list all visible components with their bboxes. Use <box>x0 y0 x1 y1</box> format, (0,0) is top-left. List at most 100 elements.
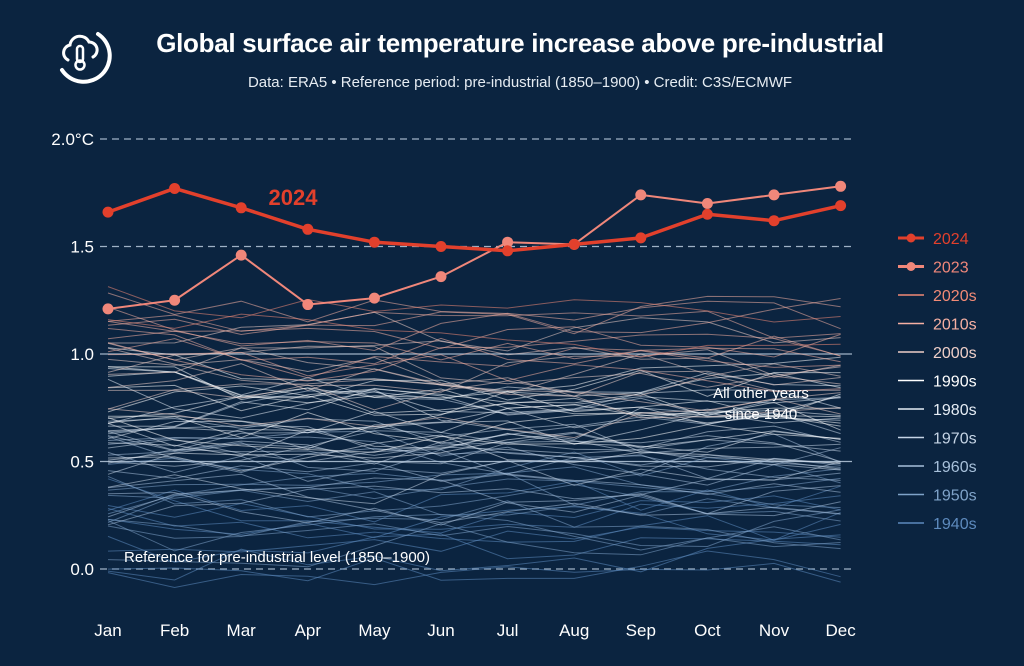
other-year-line <box>107 495 841 530</box>
x-tick-label: May <box>358 621 391 640</box>
other-year-line <box>107 387 841 427</box>
other-year-line <box>107 292 841 334</box>
other-year-line <box>107 477 841 518</box>
point-2023-Sep <box>635 189 647 201</box>
other-year-line <box>107 417 841 453</box>
other-year-line <box>107 435 841 475</box>
point-2024-May <box>368 236 380 248</box>
point-2023-Jul <box>502 236 514 248</box>
cloud-thermometer-icon <box>60 32 112 84</box>
other-year-line <box>107 320 841 358</box>
legend-marker-2024 <box>906 233 916 243</box>
point-2024-Apr <box>302 223 314 235</box>
other-years-label-line1: All other years <box>713 385 809 402</box>
other-year-line <box>107 462 841 496</box>
other-year-line <box>107 425 841 465</box>
point-2024-Mar <box>235 202 247 214</box>
other-year-line <box>107 366 841 417</box>
other-year-line <box>107 387 841 427</box>
x-tick-label: Apr <box>295 621 322 640</box>
legend-label-2023: 2023 <box>933 260 969 277</box>
other-year-line <box>107 473 841 524</box>
y-axis-ticks: 2.0°C 1.5 1.0 0.5 0.0 <box>51 130 94 579</box>
other-year-line <box>107 478 841 534</box>
legend-label-2020s: 2020s <box>933 288 977 305</box>
other-year-line <box>107 526 841 553</box>
other-year-line <box>107 489 841 516</box>
series-line-2023 <box>107 185 841 310</box>
y-tick-label: 0.5 <box>70 453 94 472</box>
point-2023-Nov <box>768 189 780 201</box>
point-2024-Dec <box>835 200 847 212</box>
point-2023-Oct <box>701 198 713 209</box>
other-year-line <box>107 550 841 582</box>
x-tick-label: Jun <box>427 621 454 640</box>
point-2023-Jun <box>435 271 447 283</box>
y-tick-label: 0.0 <box>70 560 94 579</box>
x-tick-label: Dec <box>825 621 856 640</box>
x-tick-label: Feb <box>160 621 189 640</box>
other-year-line <box>107 351 841 393</box>
other-year-line <box>107 460 841 505</box>
legend-label-1940s: 1940s <box>933 516 977 533</box>
legend-label-1970s: 1970s <box>933 431 977 448</box>
chart-title: Global surface air temperature increase … <box>156 28 884 58</box>
other-year-line <box>107 396 841 440</box>
series-line-2024 <box>107 186 841 253</box>
point-2023-Jan <box>102 303 114 315</box>
point-2023-Dec <box>835 180 847 192</box>
other-year-line <box>107 451 841 482</box>
legend: 2024 2023 2020s 2010s 2000s 1990s 1980s 1970s 19… <box>898 231 977 533</box>
legend-label-1950s: 1950s <box>933 488 977 505</box>
x-axis-ticks: Jan Feb Mar Apr May Jun Jul Aug Sep Oct Nov Dec <box>94 621 856 640</box>
other-years-lines <box>107 286 841 589</box>
other-year-line <box>107 353 841 394</box>
chart-subtitle: Data: ERA5 • Reference period: pre-indus… <box>247 74 793 91</box>
x-tick-label: Jan <box>94 621 121 640</box>
other-year-line <box>107 466 841 492</box>
point-2023-May <box>368 292 380 304</box>
x-tick-label: Jul <box>497 621 519 640</box>
point-2023-Feb <box>169 294 181 306</box>
other-year-line <box>107 425 841 455</box>
x-tick-label: Mar <box>227 621 257 640</box>
point-2024-Jan <box>102 206 114 218</box>
other-year-line <box>107 534 841 581</box>
other-year-line <box>107 333 841 382</box>
legend-label-2000s: 2000s <box>933 345 977 362</box>
other-year-line <box>107 380 841 415</box>
other-year-line <box>107 507 841 543</box>
x-tick-label: Oct <box>694 621 721 640</box>
x-tick-label: Nov <box>759 621 790 640</box>
legend-label-1990s: 1990s <box>933 374 977 391</box>
other-year-line <box>107 434 841 472</box>
other-year-line <box>107 371 841 404</box>
legend-label-2010s: 2010s <box>933 317 977 334</box>
other-year-line <box>107 338 841 379</box>
other-year-line <box>107 429 841 457</box>
point-2024-Nov <box>768 215 780 227</box>
y-tick-label: 2.0°C <box>51 130 94 149</box>
point-2024-Aug <box>568 238 580 250</box>
other-year-line <box>107 311 841 352</box>
label-2024: 2024 <box>269 185 319 210</box>
point-2024-Oct <box>701 208 713 220</box>
x-tick-label: Aug <box>559 621 589 640</box>
reference-label: Reference for pre-industrial level (1850… <box>124 549 430 566</box>
other-year-line <box>107 562 841 589</box>
y-tick-label: 1.0 <box>70 345 94 364</box>
point-2023-Mar <box>235 249 247 261</box>
other-year-line <box>107 385 841 424</box>
point-2024-Jun <box>435 241 447 252</box>
other-year-line <box>107 408 841 450</box>
other-year-line <box>107 430 841 471</box>
legend-label-1980s: 1980s <box>933 402 977 419</box>
other-year-line <box>107 491 841 526</box>
x-tick-label: Sep <box>626 621 656 640</box>
other-year-line <box>107 509 841 548</box>
other-year-line <box>107 330 841 368</box>
other-year-line <box>107 523 841 568</box>
legend-marker-2023 <box>906 262 916 271</box>
other-year-line <box>107 442 841 486</box>
